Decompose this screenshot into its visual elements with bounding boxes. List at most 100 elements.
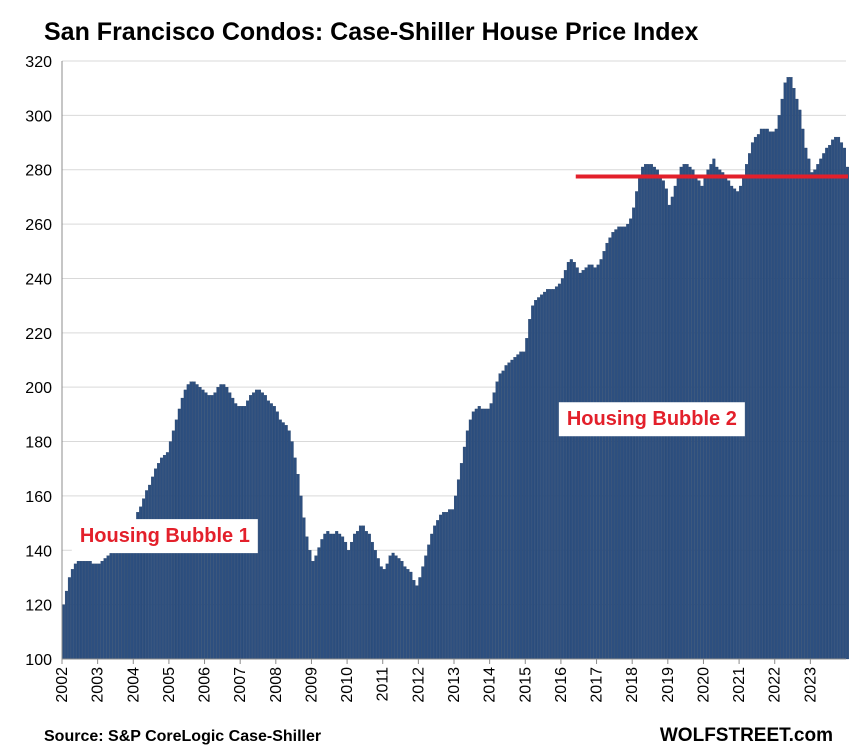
bar [471, 411, 475, 660]
bar [789, 77, 793, 660]
bar [608, 237, 612, 660]
bar [480, 408, 484, 660]
x-tick-label: 2015 [517, 667, 534, 703]
bar [370, 541, 374, 660]
y-tick-label: 100 [25, 652, 52, 669]
x-tick-label: 2002 [54, 667, 71, 703]
x-tick-label: 2008 [268, 667, 285, 703]
bar [465, 430, 469, 660]
bar [124, 536, 128, 660]
bar [335, 531, 339, 660]
bar [617, 226, 621, 660]
bar [474, 408, 478, 660]
bar [569, 259, 573, 660]
bar [406, 569, 410, 660]
x-tick-label: 2010 [339, 667, 356, 703]
bar [97, 563, 101, 660]
chart-title: San Francisco Condos: Case-Shiller House… [44, 18, 699, 46]
bar [353, 533, 356, 660]
bar [750, 142, 754, 660]
bar [311, 560, 315, 660]
bar [477, 406, 481, 660]
bar [293, 457, 297, 660]
bar [629, 218, 633, 660]
y-tick-label: 120 [25, 598, 52, 615]
bar [611, 232, 615, 660]
bar [528, 319, 532, 660]
bar [260, 392, 264, 660]
bar [418, 577, 422, 660]
bar [537, 297, 541, 660]
x-tick-label: 2022 [767, 667, 784, 703]
bar [495, 381, 499, 660]
x-tick-label: 2014 [482, 667, 499, 703]
x-tick-label: 2017 [589, 667, 606, 703]
bar [154, 468, 158, 660]
bar [165, 452, 169, 660]
bar [287, 430, 291, 660]
bar [584, 267, 588, 660]
annotation-text: Housing Bubble 2 [567, 408, 737, 430]
bar [162, 454, 166, 660]
brand-label: WOLFSTREET.com [659, 725, 833, 746]
bar [338, 533, 342, 660]
bar [159, 457, 163, 660]
bar [62, 604, 65, 660]
bar [73, 563, 77, 660]
y-tick-label: 140 [25, 543, 52, 560]
bar [522, 351, 526, 660]
bar [439, 514, 443, 660]
bar [151, 476, 155, 660]
bar [828, 145, 832, 660]
bar [813, 169, 817, 660]
bar [391, 552, 395, 660]
bar [427, 544, 431, 660]
bar [290, 441, 294, 660]
bar [549, 289, 552, 660]
bar [623, 226, 627, 660]
bar [361, 525, 365, 660]
bar [843, 147, 846, 660]
bar [397, 558, 401, 660]
bar [436, 520, 440, 660]
bar [575, 267, 579, 660]
bar [257, 389, 261, 660]
annotation-box [71, 519, 258, 554]
bar [344, 541, 348, 660]
bar [403, 566, 407, 660]
bar [795, 98, 799, 660]
bar [347, 550, 351, 660]
x-tick-label: 2003 [90, 667, 107, 703]
bar [314, 555, 318, 660]
x-tick-label: 2023 [802, 667, 819, 703]
bar [76, 560, 80, 660]
bar [451, 509, 454, 660]
bar [433, 525, 437, 660]
bar [753, 136, 757, 660]
bar [504, 365, 508, 660]
bar [846, 166, 849, 660]
bar [100, 560, 104, 660]
y-tick-label: 240 [25, 271, 52, 288]
bar [320, 539, 324, 660]
bar [578, 272, 582, 660]
bar [424, 555, 428, 660]
bar [486, 408, 490, 660]
bar [819, 158, 823, 660]
bar [103, 558, 107, 660]
bar [323, 533, 327, 660]
bar [373, 550, 377, 660]
source-note: Source: S&P CoreLogic Case-Shiller [44, 728, 322, 745]
bar [350, 541, 354, 660]
bar [376, 558, 380, 660]
annotation-2: Housing Bubble 2 [558, 402, 745, 437]
bar [115, 547, 119, 660]
bar [540, 294, 544, 660]
bar [563, 270, 567, 660]
bar [448, 509, 452, 660]
y-tick-label: 280 [25, 163, 52, 180]
bar [525, 338, 529, 660]
bar [765, 128, 769, 660]
bar [70, 569, 74, 660]
